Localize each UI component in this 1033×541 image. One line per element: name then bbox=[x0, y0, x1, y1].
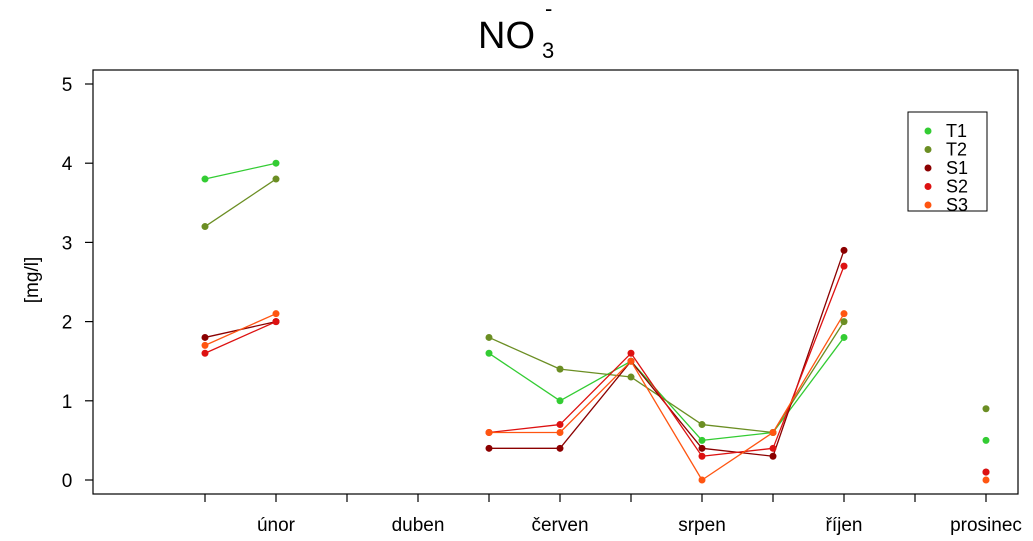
series-line-s3 bbox=[701, 431, 774, 481]
data-point-s3 bbox=[698, 476, 706, 484]
data-point-t2 bbox=[201, 223, 209, 231]
data-point-s3 bbox=[982, 476, 990, 484]
data-point-t2 bbox=[627, 373, 635, 381]
series-points bbox=[201, 159, 990, 484]
data-point-t1 bbox=[272, 159, 280, 167]
data-point-s3 bbox=[627, 357, 635, 365]
chart-title-superscript: - bbox=[545, 0, 552, 21]
y-axis: 0 1 2 3 4 5 bbox=[62, 75, 93, 492]
series-line-s3 bbox=[772, 313, 845, 433]
data-point-s1 bbox=[201, 333, 209, 341]
series-line-s2 bbox=[772, 265, 845, 449]
series-line-s2 bbox=[701, 447, 774, 457]
series-lines bbox=[204, 162, 845, 481]
legend-marker-s3 bbox=[924, 201, 932, 209]
x-tick-label: červen bbox=[531, 515, 588, 536]
data-point-s2 bbox=[627, 349, 635, 357]
series-line-t2 bbox=[772, 321, 845, 433]
legend-label-t2: T2 bbox=[946, 140, 967, 160]
series-line-s3 bbox=[630, 360, 703, 481]
legend-label-s3: S3 bbox=[946, 195, 968, 215]
data-point-s3 bbox=[272, 310, 280, 318]
data-point-s3 bbox=[201, 341, 209, 349]
data-point-t2 bbox=[840, 318, 848, 326]
series-line-s2 bbox=[488, 423, 561, 434]
series-line-t2 bbox=[701, 423, 774, 434]
data-point-s1 bbox=[556, 444, 564, 452]
x-tick-label: prosinec bbox=[950, 515, 1022, 536]
x-tick-label: únor bbox=[257, 515, 296, 536]
series-line-t2 bbox=[559, 368, 632, 378]
series-line-s3 bbox=[204, 313, 277, 346]
legend-box bbox=[907, 111, 988, 212]
x-tick-label: říjen bbox=[826, 515, 863, 536]
data-point-s2 bbox=[201, 349, 209, 357]
series-line-t1 bbox=[701, 431, 774, 442]
data-point-t2 bbox=[556, 365, 564, 373]
series-line-t2 bbox=[204, 178, 277, 228]
data-point-s3 bbox=[485, 428, 493, 436]
data-point-s2 bbox=[556, 421, 564, 429]
y-tick-label: 4 bbox=[62, 154, 73, 175]
series-line-s2 bbox=[204, 321, 277, 354]
y-tick-label: 3 bbox=[62, 233, 73, 254]
series-line-t1 bbox=[204, 162, 277, 180]
data-point-t1 bbox=[556, 397, 564, 405]
data-point-s2 bbox=[840, 262, 848, 270]
series-line-s3 bbox=[559, 360, 632, 433]
y-axis-title: [mg/l] bbox=[22, 257, 43, 303]
series-line-s1 bbox=[559, 360, 632, 449]
data-point-t2 bbox=[698, 421, 706, 429]
data-point-s2 bbox=[982, 468, 990, 476]
data-point-t1 bbox=[485, 349, 493, 357]
data-point-s3 bbox=[769, 428, 777, 436]
legend-marker-t2 bbox=[924, 146, 932, 153]
data-point-s1 bbox=[485, 444, 493, 452]
series-line-s1 bbox=[772, 250, 845, 457]
legend-label-s2: S2 bbox=[946, 177, 968, 197]
data-point-t1 bbox=[982, 436, 990, 444]
y-tick-label: 1 bbox=[62, 392, 73, 413]
data-point-t2 bbox=[982, 405, 990, 413]
legend-label-t1: T1 bbox=[946, 121, 967, 141]
x-tick-label: duben bbox=[392, 515, 445, 536]
data-point-t2 bbox=[272, 175, 280, 183]
data-point-s2 bbox=[272, 318, 280, 326]
y-tick-label: 2 bbox=[62, 313, 73, 334]
data-point-t1 bbox=[698, 436, 706, 444]
x-tick-label: srpen bbox=[678, 515, 726, 536]
data-point-s2 bbox=[698, 452, 706, 460]
legend-marker-t1 bbox=[924, 127, 932, 135]
data-point-t2 bbox=[485, 333, 493, 341]
data-point-s1 bbox=[840, 246, 848, 254]
chart-title-main: NO bbox=[478, 15, 535, 57]
data-point-s1 bbox=[698, 444, 706, 452]
y-tick-label: 0 bbox=[62, 471, 73, 492]
series-line-s2 bbox=[630, 352, 703, 457]
y-tick-label: 5 bbox=[62, 75, 73, 96]
data-point-s3 bbox=[840, 310, 848, 318]
chart-title: NO 3 - bbox=[478, 0, 554, 63]
series-line-t2 bbox=[488, 336, 561, 370]
legend-marker-s2 bbox=[924, 183, 932, 190]
data-point-s2 bbox=[769, 444, 777, 452]
plot-frame bbox=[92, 69, 1019, 495]
series-line-t1 bbox=[488, 352, 561, 402]
data-point-s3 bbox=[556, 428, 564, 436]
series-line-t1 bbox=[559, 360, 632, 402]
chart-title-subscript: 3 bbox=[542, 38, 554, 63]
legend-label-s1: S1 bbox=[946, 158, 968, 178]
data-point-t1 bbox=[201, 175, 209, 183]
series-line-t2 bbox=[630, 376, 703, 426]
x-axis: únor duben červen srpen říjen prosinec bbox=[204, 494, 1022, 536]
data-point-s1 bbox=[769, 452, 777, 460]
data-point-t1 bbox=[840, 333, 848, 341]
legend-marker-s1 bbox=[924, 164, 932, 172]
series-line-s2 bbox=[559, 352, 632, 426]
